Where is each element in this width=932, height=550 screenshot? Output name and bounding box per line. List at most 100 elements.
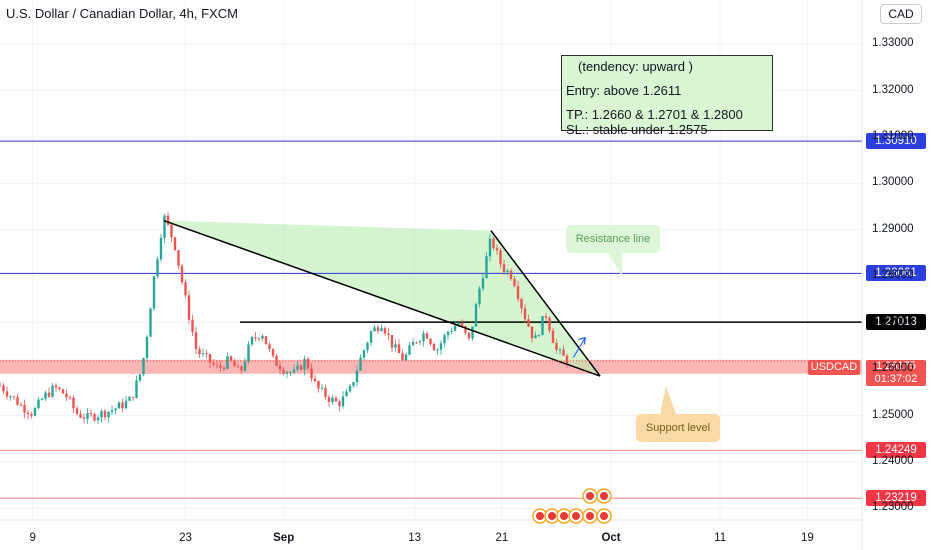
y-tick-label: 1.30000 [872,176,914,189]
candle-body [261,336,264,339]
candle-body [110,410,114,412]
tp-text: TP.: 1.2660 & 1.2701 & 1.2800 [566,107,743,122]
bar-countdown: 01:37:02 [874,373,918,385]
candle-body [149,308,152,337]
candle-body [478,288,481,305]
price-tag-1.30910: 1.30910 [866,133,926,150]
candle-body [320,387,324,389]
entry-text: Entry: above 1.2611 [566,83,682,98]
candle-body [516,286,520,299]
x-tick-label: Oct [601,532,621,544]
currency-badge[interactable]: CAD [880,4,922,24]
candle-body [9,396,12,398]
candle-body [124,400,128,409]
candle-body [422,333,425,342]
support-callout-pointer [660,386,676,414]
candle-body [352,382,355,386]
candle-body [254,336,257,339]
candle-body [457,323,460,326]
candle-body [411,342,415,346]
candle-body [33,408,37,416]
candle-body [268,344,271,349]
event-flag-dot [586,492,594,500]
candle-body [558,349,562,351]
candle-body [72,397,75,409]
resistance-callout-pointer [608,253,622,276]
candle-body [359,357,362,371]
candle-body [152,276,156,309]
candle-body [201,353,205,355]
candle-body [187,295,191,320]
candle-body [103,410,107,418]
candle-body [527,319,530,327]
candle-body [128,396,131,401]
candle-body [289,372,292,374]
candle-body [264,336,268,345]
support-callout[interactable]: Support level [636,414,720,442]
sl-text: SL.: stable under 1.2575 [566,122,708,137]
candle-body [334,397,338,402]
candle-body [502,264,506,273]
candle-body [212,362,215,365]
candle-body [338,401,341,407]
candle-body [443,335,446,344]
event-flag-dot [560,512,568,520]
candle-body [418,341,422,343]
candle-body [19,404,23,406]
event-flag-dot [536,512,544,520]
candle-body [520,298,523,309]
trade-plan-box[interactable]: (tendency: upward ) Entry: above 1.2611 … [561,55,773,137]
candle-body [79,413,82,418]
x-tick-label: 13 [408,532,422,544]
y-tick-label: 1.25000 [872,408,914,421]
candle-body [401,353,404,361]
candle-body [247,344,250,362]
candle-body [44,392,47,399]
candle-body [54,385,58,388]
y-tick-label: 1.31000 [872,129,914,142]
candle-body [544,316,548,318]
candle-body [306,358,310,369]
candle-body [348,385,352,392]
candle-body [30,414,33,416]
candle-body [180,265,184,283]
support-zone [0,359,862,374]
candle-body [184,282,187,296]
trendline-1 [163,219,601,377]
candle-body [380,328,383,332]
candle-body [299,365,303,370]
candle-body [327,397,331,402]
candle-body [194,332,198,350]
candle-body [37,399,40,409]
candle-body [481,278,485,289]
candle-body [562,349,565,356]
candle-body [138,374,142,381]
candle-body [432,344,436,351]
candle-body [243,361,247,371]
candle-body [313,378,317,382]
candle-body [170,224,173,238]
current-price-tag: 1.26175 01:37:02 [866,360,926,386]
candle-body [397,344,401,354]
candle-body [492,238,495,249]
candle-body [257,338,261,340]
candle-body [51,385,54,397]
candle-body [499,250,502,265]
candle-body [278,365,282,370]
candle-body [345,391,348,397]
candle-body [47,392,51,397]
candle-body [229,356,233,361]
candle-body [208,354,212,363]
tendency-text: (tendency: upward ) [578,59,693,74]
candle-body [303,358,306,370]
candle-body [474,304,478,327]
candle-body [236,366,240,368]
resistance-callout[interactable]: Resistance line [566,225,660,253]
price-tag-1.23219: 1.23219 [866,490,926,507]
candle-body [219,365,222,368]
candle-body [285,372,289,374]
candle-body [40,398,44,400]
candle-body [2,385,5,392]
candle-body [513,278,516,287]
